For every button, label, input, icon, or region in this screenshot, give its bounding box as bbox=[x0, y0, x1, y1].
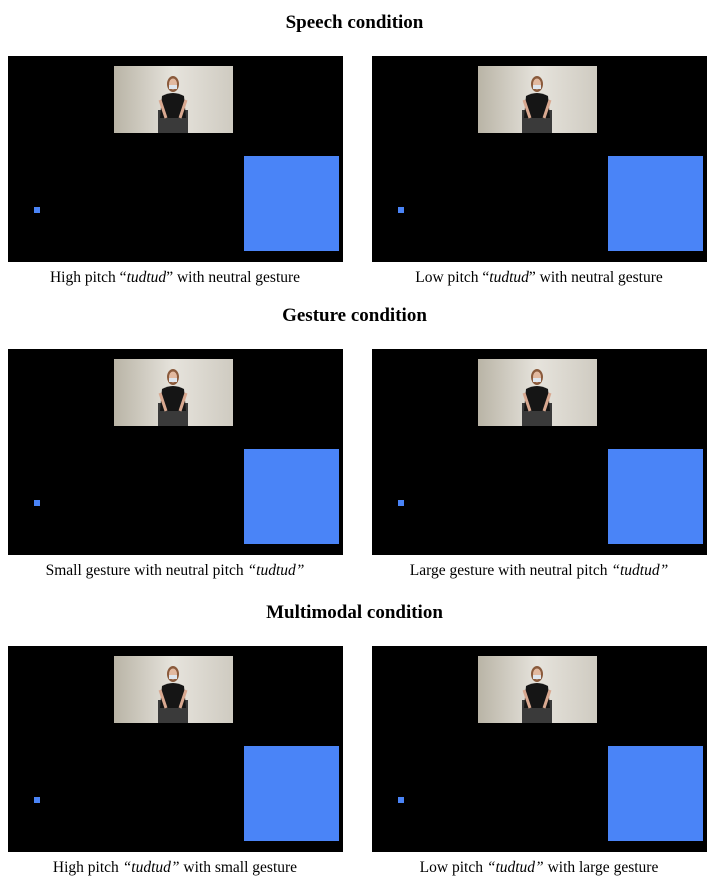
caption-segment: tudtud bbox=[126, 269, 167, 286]
video-frame bbox=[478, 66, 597, 133]
caption: High pitch “tudtud” with neutral gesture bbox=[0, 269, 355, 287]
blue-square bbox=[608, 449, 703, 544]
caption: Small gesture with neutral pitch “tudtud… bbox=[0, 562, 355, 580]
video-frame bbox=[114, 66, 233, 133]
caption-segment: Low pitch “ bbox=[415, 269, 490, 286]
video-frame bbox=[114, 359, 233, 426]
blue-dot bbox=[398, 207, 404, 213]
caption-segment: Large gesture with neutral pitch bbox=[409, 562, 612, 579]
caption-segment: with large gesture bbox=[543, 859, 659, 876]
video-frame bbox=[478, 656, 597, 723]
caption-segment: High pitch bbox=[52, 859, 123, 876]
caption: High pitch “tudtud” with small gesture bbox=[0, 859, 355, 877]
caption-segment: ” with neutral gesture bbox=[528, 269, 663, 286]
blue-dot bbox=[398, 797, 404, 803]
blue-dot bbox=[34, 797, 40, 803]
blue-square bbox=[244, 449, 339, 544]
stimulus-panel bbox=[8, 56, 343, 262]
caption: Low pitch “tudtud” with large gesture bbox=[359, 859, 709, 877]
caption-segment: “tudtud” bbox=[247, 562, 305, 579]
stimulus-panel bbox=[8, 646, 343, 852]
blue-dot bbox=[34, 500, 40, 506]
caption-segment: “tudtud” bbox=[122, 859, 180, 876]
blue-square bbox=[608, 746, 703, 841]
caption: Low pitch “tudtud” with neutral gesture bbox=[359, 269, 709, 287]
stimulus-panel bbox=[8, 349, 343, 555]
blue-square bbox=[608, 156, 703, 251]
blue-square bbox=[244, 746, 339, 841]
caption-segment: ” with neutral gesture bbox=[166, 269, 301, 286]
caption: Large gesture with neutral pitch “tudtud… bbox=[359, 562, 709, 580]
caption-segment: “tudtud” bbox=[611, 562, 669, 579]
section-title: Multimodal condition bbox=[266, 602, 443, 623]
caption-segment: with small gesture bbox=[179, 859, 298, 876]
blue-dot bbox=[34, 207, 40, 213]
stimulus-panel bbox=[372, 349, 707, 555]
video-frame bbox=[478, 359, 597, 426]
caption-segment: tudtud bbox=[489, 269, 529, 286]
stimulus-panel bbox=[372, 56, 707, 262]
caption-segment: Low pitch bbox=[419, 859, 487, 876]
blue-square bbox=[244, 156, 339, 251]
section-title: Speech condition bbox=[285, 12, 424, 33]
caption-segment: Small gesture with neutral pitch bbox=[45, 562, 248, 579]
section-title: Gesture condition bbox=[282, 305, 427, 326]
caption-segment: “tudtud” bbox=[486, 859, 544, 876]
blue-dot bbox=[398, 500, 404, 506]
stimulus-panel bbox=[372, 646, 707, 852]
video-frame bbox=[114, 656, 233, 723]
caption-segment: High pitch “ bbox=[49, 269, 127, 286]
